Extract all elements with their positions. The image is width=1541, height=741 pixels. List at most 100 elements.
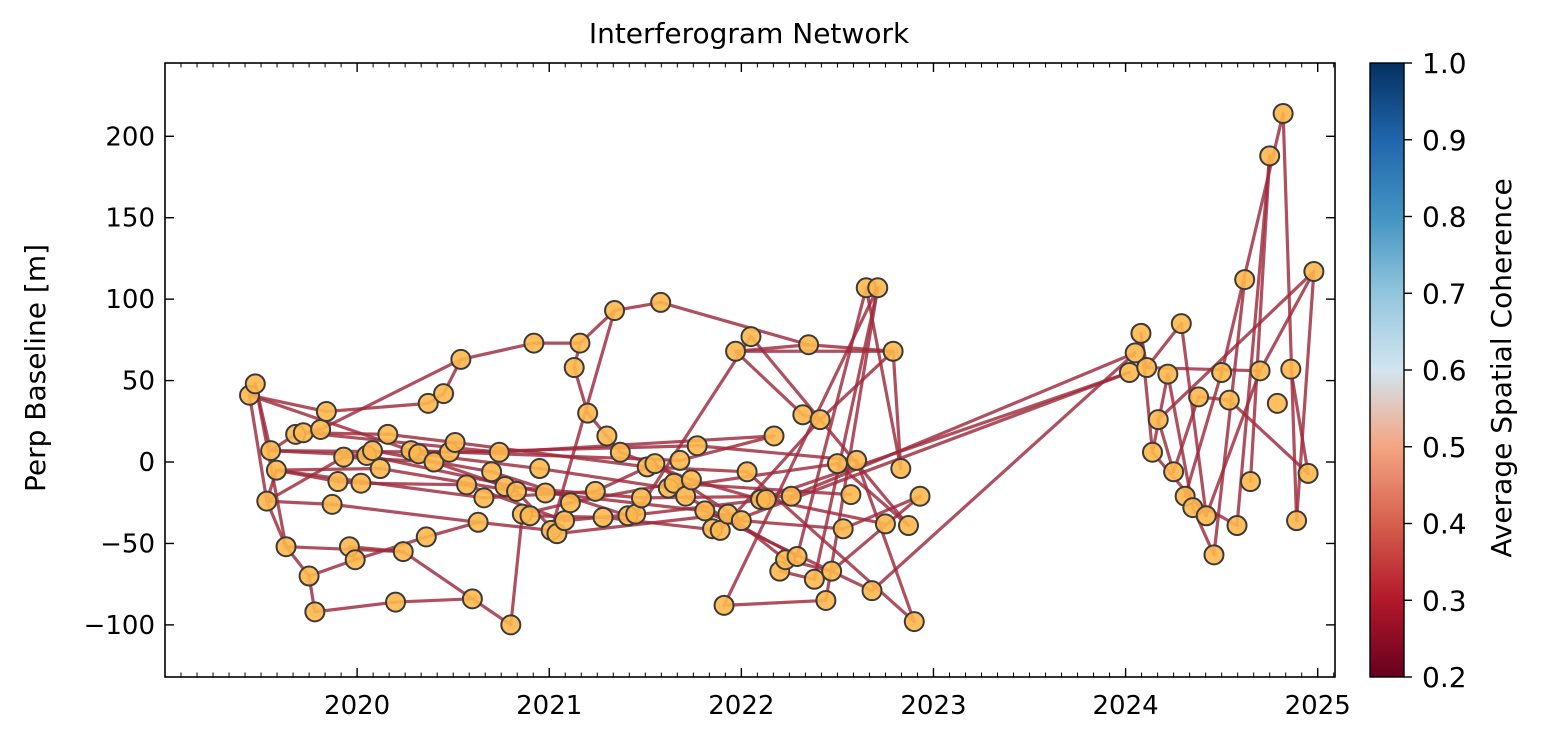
acquisition-node xyxy=(890,458,912,480)
acquisition-node xyxy=(1124,342,1146,364)
colorbar-tick-label: 0.6 xyxy=(1422,354,1467,387)
network-edge xyxy=(634,335,753,516)
network-edge xyxy=(891,349,903,471)
y-axis-label: Perp Baseline [m] xyxy=(19,244,52,492)
acquisition-node xyxy=(344,549,366,571)
acquisition-node xyxy=(798,334,820,356)
colorbar-tick-label: 0.5 xyxy=(1422,431,1467,464)
acquisition-node xyxy=(882,340,904,362)
acquisition-node xyxy=(369,458,391,480)
network-edge xyxy=(432,460,507,489)
acquisition-node xyxy=(867,277,889,299)
network-edge xyxy=(330,502,480,524)
acquisition-node xyxy=(780,485,802,507)
acquisition-node xyxy=(725,340,747,362)
acquisition-node xyxy=(417,392,439,414)
network-edge xyxy=(265,499,334,506)
acquisition-node xyxy=(803,568,825,590)
acquisition-node xyxy=(730,510,752,532)
network-edge xyxy=(1248,154,1272,484)
network-edge xyxy=(265,455,346,503)
acquisition-node xyxy=(333,446,355,468)
acquisition-node xyxy=(874,513,896,535)
colorbar-tick-label: 0.7 xyxy=(1422,277,1467,310)
acquisition-node xyxy=(713,594,735,616)
x-tick-label: 2022 xyxy=(708,691,774,721)
acquisition-node xyxy=(669,449,691,471)
acquisition-node xyxy=(840,484,862,506)
x-axis-ticks: 2020 2021 2022 2023 2024 2025 xyxy=(180,63,1351,721)
acquisition-node xyxy=(861,580,883,602)
acquisition-node xyxy=(815,589,837,611)
network-edge xyxy=(722,598,828,607)
acquisition-node xyxy=(577,402,599,424)
acquisition-node xyxy=(569,332,591,354)
acquisition-node xyxy=(1249,360,1271,382)
acquisition-node xyxy=(304,601,326,623)
acquisition-node xyxy=(481,461,503,483)
acquisition-node xyxy=(1211,361,1233,383)
acquisition-node xyxy=(740,326,762,348)
acquisition-node xyxy=(433,383,455,405)
acquisition-node xyxy=(563,357,585,379)
acquisition-node xyxy=(1297,462,1319,484)
acquisition-node xyxy=(584,480,606,502)
network-edge xyxy=(733,349,805,417)
network-edge xyxy=(247,393,269,503)
colorbar-tick-label: 0.8 xyxy=(1422,201,1467,234)
acquisition-node xyxy=(1170,313,1192,335)
network-edge xyxy=(1183,370,1224,498)
acquisition-node xyxy=(361,440,383,462)
plot-frame xyxy=(164,62,1336,678)
colorbar-tick-label: 0.9 xyxy=(1422,124,1467,157)
network-edge xyxy=(1212,278,1247,557)
acquisition-node xyxy=(792,404,814,426)
acquisition-node xyxy=(630,487,652,509)
network-edge xyxy=(503,484,644,500)
acquisition-node xyxy=(609,441,631,463)
acquisition-node xyxy=(809,409,831,431)
network-edge xyxy=(538,466,670,490)
acquisition-node xyxy=(694,500,716,522)
network-edge xyxy=(324,401,430,414)
acquisition-node xyxy=(1280,358,1302,380)
colorbar xyxy=(1369,62,1405,678)
network-edge xyxy=(795,286,868,559)
network-edge xyxy=(1172,395,1201,474)
acquisition-node xyxy=(423,451,445,473)
colorbar-tick-label: 0.4 xyxy=(1422,508,1467,541)
x-tick-label: 2023 xyxy=(900,691,966,721)
acquisition-node xyxy=(506,480,528,502)
colorbar-tick-label: 0.2 xyxy=(1422,661,1467,694)
acquisition-node xyxy=(529,458,551,480)
acquisition-node xyxy=(500,614,522,636)
network-edge xyxy=(274,466,382,472)
network-edge xyxy=(864,286,903,471)
acquisition-node xyxy=(686,435,708,457)
network-edge xyxy=(386,432,457,445)
chart-title: Interferogram Network xyxy=(589,17,910,50)
network-edge xyxy=(313,600,398,614)
network-edge xyxy=(509,512,524,627)
acquisition-node xyxy=(1203,544,1225,566)
acquisition-node xyxy=(559,492,581,514)
acquisition-node xyxy=(415,526,437,548)
acquisition-node xyxy=(473,487,495,509)
acquisition-node xyxy=(1272,102,1294,124)
colorbar-tick-label: 0.3 xyxy=(1422,584,1467,617)
acquisition-node xyxy=(1218,389,1240,411)
acquisition-node xyxy=(1147,409,1169,431)
acquisition-node xyxy=(596,425,618,447)
network-edge xyxy=(659,300,811,347)
acquisition-node xyxy=(456,474,478,496)
acquisition-node xyxy=(244,373,266,395)
y-tick-label: 0 xyxy=(138,448,155,478)
network-edge xyxy=(319,357,463,432)
network-edge xyxy=(1235,154,1272,528)
acquisition-node xyxy=(350,472,372,494)
acquisition-node xyxy=(256,490,278,512)
network-edge xyxy=(758,370,1132,502)
network-edge xyxy=(401,549,474,601)
acquisition-node xyxy=(377,423,399,445)
